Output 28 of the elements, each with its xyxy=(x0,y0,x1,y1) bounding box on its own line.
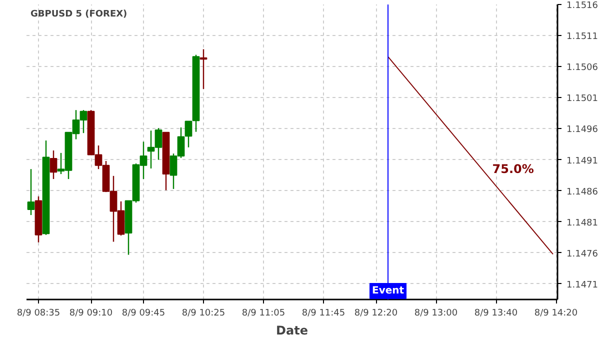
x-tick-label: 8/9 13:40 xyxy=(474,308,518,318)
y-tick-label: 1.1511 xyxy=(566,32,598,42)
y-tick-label: 1.1516 xyxy=(566,1,598,11)
y-tick-label: 1.1481 xyxy=(566,218,598,228)
y-tick-label: 1.1501 xyxy=(566,94,598,104)
x-tick-label: 8/9 13:00 xyxy=(414,308,458,318)
text: GBPUSD 5 (FOREX) xyxy=(30,10,128,20)
y-tick-label: 1.1491 xyxy=(566,156,598,166)
x-tick-label: 8/9 14:20 xyxy=(534,308,578,318)
y-tick-label: 1.1471 xyxy=(566,280,598,290)
x-tick-label: 8/9 09:10 xyxy=(69,308,113,318)
x-tick-label: 8/9 11:05 xyxy=(242,308,286,318)
x-tick-label: 8/9 08:35 xyxy=(16,308,60,318)
candlestick xyxy=(27,168,35,216)
x-tick-label: 8/9 11:45 xyxy=(302,308,346,318)
candlestick xyxy=(200,48,208,90)
y-tick-label: 1.1506 xyxy=(566,63,598,74)
ref-line-label: Event xyxy=(372,286,404,296)
annotation: 75.0% xyxy=(492,162,534,176)
candlestick xyxy=(50,150,58,180)
y-tick-label: 1.1486 xyxy=(566,187,598,198)
x-axis-title: Date xyxy=(276,324,308,338)
x-tick-label: 8/9 09:45 xyxy=(122,308,166,318)
y-tick-label: 1.1496 xyxy=(566,125,598,136)
x-tick-label: 8/9 12:20 xyxy=(354,308,398,318)
candlestick xyxy=(184,120,192,148)
x-tick-label: 8/9 10:25 xyxy=(182,308,226,318)
y-tick-label: 1.1476 xyxy=(566,249,598,260)
